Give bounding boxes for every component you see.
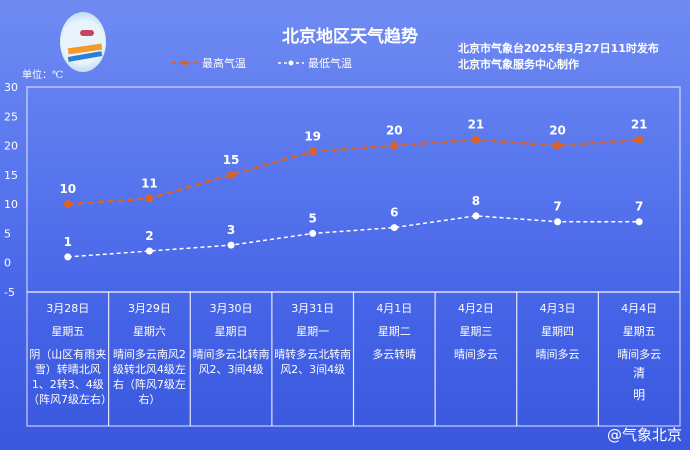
day-weather: 晴间多云北转南风2、3间4级 [192,348,270,376]
day-cell: 3月30日 星期日 晴间多云北转南风2、3间4级 [191,292,271,426]
day-weather: 晴间多云南风2级转北风4级左右（阵风7级左右） [112,348,186,406]
day-date: 3月29日 [127,302,171,315]
day-weekday: 星期五 [622,325,656,338]
legend-low-label: 最低气温 [308,57,352,70]
day-cell: 3月29日 星期六 晴间多云南风2级转北风4级左右（阵风7级左右） [110,292,190,426]
data-point [308,147,317,156]
day-date: 3月28日 [46,302,90,315]
day-date: 4月3日 [539,302,576,315]
y-tick-label: 0 [4,257,11,270]
data-label: 8 [472,194,480,208]
data-point [390,224,398,232]
y-tick-label: 25 [4,110,18,123]
legend-low-marker [278,60,304,66]
data-point [553,141,562,150]
y-tick-label: 30 [4,81,18,94]
data-label: 15 [223,153,240,167]
data-label: 3 [227,223,235,237]
data-label: 21 [468,118,485,132]
data-point [390,141,399,150]
data-label: 7 [635,200,643,214]
data-point [472,212,480,220]
legend-high: 最高气温 [172,55,246,71]
day-weather: 阴（山区有雨夹雪）转晴北风1、2转3、4级（阵风7级左右） [28,348,112,406]
festival-label: 清明 [633,366,646,402]
day-weather: 晴间多云 [617,348,662,361]
data-point [63,200,72,209]
day-cell: 4月1日 星期二 多云转晴 [355,292,435,426]
y-tick-label: 10 [4,198,18,211]
legend-low: 最低气温 [278,55,352,71]
series-line-low [67,215,640,258]
y-tick-label: 15 [4,169,18,182]
data-point [145,194,154,203]
day-cell: 3月31日 星期一 晴转多云北转南风2、3间4级 [273,292,353,426]
data-point [64,253,72,261]
data-point [635,135,644,144]
data-point [635,218,643,226]
day-weather: 晴间多云 [453,348,498,361]
legend-high-marker [172,60,198,66]
day-weekday: 星期六 [132,325,166,338]
y-tick-label: -5 [4,286,15,299]
day-weather: 晴转多云北转南风2、3间4级 [274,348,352,376]
day-weekday: 星期五 [51,325,85,338]
data-label: 10 [59,182,76,196]
data-label: 5 [309,211,317,225]
data-label: 1 [64,235,72,249]
day-date: 4月2日 [457,302,494,315]
data-label: 2 [145,229,153,243]
data-point [309,229,317,237]
legend-high-label: 最高气温 [202,57,246,70]
data-label: 7 [553,200,561,214]
publish-info: 北京市气象台2025年3月27日11时发布 [458,42,659,55]
data-point [227,170,236,179]
data-label: 6 [390,206,398,220]
data-point [145,247,153,255]
day-weekday: 星期三 [459,325,493,338]
day-weekday: 星期四 [541,325,575,338]
day-weekday: 星期日 [214,325,248,338]
day-weekday: 星期二 [377,325,411,338]
unit-label: 单位：℃ [22,70,64,81]
y-tick-label: 20 [4,140,18,153]
logo [60,12,106,72]
day-date: 3月31日 [291,302,335,315]
data-point [554,218,562,226]
day-cell: 4月4日 星期五 晴间多云清明 [599,292,679,426]
data-label: 11 [141,176,158,190]
day-date: 4月4日 [621,302,658,315]
producer-info: 北京市气象服务中心制作 [458,58,579,71]
watermark: @气象北京 [606,426,682,444]
day-weather: 晴间多云 [535,348,580,361]
day-cell: 4月3日 星期四 晴间多云 [518,292,598,426]
day-cell: 4月2日 星期三 晴间多云 [436,292,516,426]
data-point [471,135,480,144]
day-cell: 3月28日 星期五 阴（山区有雨夹雪）转晴北风1、2转3、4级（阵风7级左右） [28,292,112,426]
series-line-high [67,138,640,206]
data-label: 21 [631,118,648,132]
day-date: 4月1日 [376,302,413,315]
day-date: 3月30日 [209,302,253,315]
data-label: 19 [304,129,321,143]
data-label: 20 [386,124,403,138]
day-weather: 多云转晴 [372,348,417,361]
data-point [227,241,235,249]
chart-title: 北京地区天气趋势 [282,27,418,47]
day-weekday: 星期一 [296,325,330,338]
y-tick-label: 5 [4,227,11,240]
data-label: 20 [549,124,566,138]
